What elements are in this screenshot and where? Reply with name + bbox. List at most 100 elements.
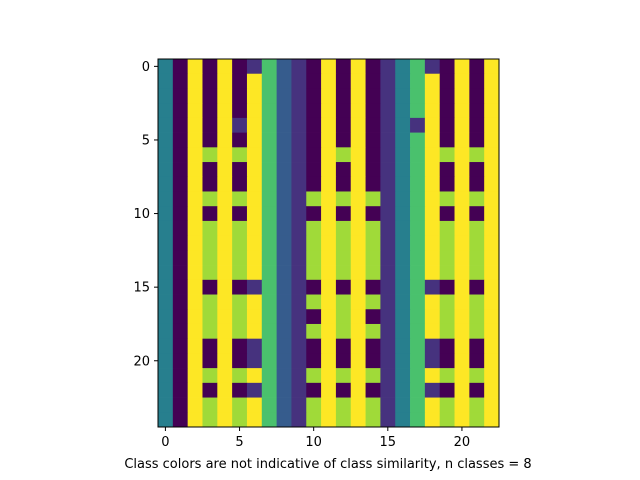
heatmap-cell: [217, 206, 233, 222]
heatmap-cell: [187, 132, 203, 148]
heatmap-cell: [424, 309, 441, 325]
heatmap-cell: [172, 59, 189, 75]
heatmap-cell: [217, 191, 233, 207]
heatmap-cell: [172, 206, 189, 222]
heatmap-cell: [261, 73, 277, 89]
heatmap-cell: [291, 162, 307, 178]
heatmap-cell: [291, 323, 307, 340]
heatmap-cell: [350, 338, 366, 354]
heatmap-cell: [395, 397, 411, 413]
heatmap-cell: [276, 294, 292, 310]
heatmap-cell: [365, 176, 381, 192]
heatmap-cell: [350, 382, 366, 398]
heatmap-cell: [439, 265, 455, 281]
heatmap-cell: [350, 265, 366, 281]
heatmap-cell: [158, 147, 174, 163]
heatmap-cell: [454, 73, 470, 89]
heatmap-cell: [469, 323, 485, 340]
heatmap-cell: [217, 220, 233, 236]
heatmap-cell: [424, 382, 441, 398]
heatmap-cell: [158, 294, 174, 310]
heatmap-cell: [424, 191, 441, 207]
heatmap-cell: [202, 353, 218, 369]
heatmap-cell: [232, 338, 248, 354]
heatmap-cell: [261, 279, 277, 295]
heatmap-cell: [291, 294, 307, 310]
heatmap-cell: [454, 147, 470, 163]
heatmap-cell: [395, 206, 411, 222]
heatmap-cell: [380, 59, 396, 75]
heatmap-cell: [187, 117, 203, 133]
heatmap-cell: [172, 103, 189, 119]
heatmap-cell: [469, 368, 485, 384]
heatmap-cell: [335, 397, 352, 413]
heatmap-cell: [246, 59, 263, 75]
heatmap-cell: [217, 235, 233, 251]
heatmap-cell: [202, 265, 218, 281]
heatmap-cell: [469, 397, 485, 413]
heatmap-cell: [469, 191, 485, 207]
heatmap-cell: [410, 162, 426, 178]
heatmap-cell: [321, 382, 337, 398]
heatmap-cell: [187, 59, 203, 75]
heatmap-cell: [291, 353, 307, 369]
heatmap-cell: [365, 73, 381, 89]
heatmap-cell: [484, 147, 500, 163]
heatmap-cell: [217, 176, 233, 192]
heatmap-cell: [158, 368, 174, 384]
heatmap-cell: [246, 250, 263, 266]
heatmap-cell: [232, 103, 248, 119]
heatmap-cell: [380, 132, 396, 148]
heatmap-cell: [187, 206, 203, 222]
heatmap-cell: [365, 235, 381, 251]
heatmap-cell: [395, 132, 411, 148]
heatmap-cell: [172, 191, 189, 207]
heatmap-cell: [202, 397, 218, 413]
heatmap-cell: [424, 397, 441, 413]
heatmap-cell: [380, 250, 396, 266]
heatmap-cell: [246, 397, 263, 413]
heatmap-cell: [291, 176, 307, 192]
heatmap-cell: [335, 59, 352, 75]
heatmap-cell: [232, 220, 248, 236]
heatmap-cell: [246, 323, 263, 340]
heatmap-cell: [335, 103, 352, 119]
heatmap-cell: [395, 265, 411, 281]
heatmap-cell: [232, 397, 248, 413]
heatmap-cell: [232, 368, 248, 384]
heatmap-cell: [246, 132, 263, 148]
heatmap-cell: [261, 176, 277, 192]
heatmap-cell: [232, 250, 248, 266]
heatmap-cell: [158, 353, 174, 369]
heatmap-cell: [469, 412, 485, 428]
heatmap-cell: [469, 309, 485, 325]
heatmap-cell: [202, 117, 218, 133]
heatmap-cell: [350, 73, 366, 89]
heatmap-cell: [335, 88, 352, 104]
heatmap-cell: [261, 235, 277, 251]
heatmap-cell: [454, 132, 470, 148]
heatmap-cell: [410, 294, 426, 310]
heatmap-cell: [410, 59, 426, 75]
heatmap-cell: [410, 88, 426, 104]
heatmap-cell: [424, 338, 441, 354]
heatmap-cell: [395, 220, 411, 236]
heatmap-cell: [202, 382, 218, 398]
heatmap-cell: [276, 103, 292, 119]
heatmap-cell: [291, 265, 307, 281]
heatmap-cell: [454, 117, 470, 133]
heatmap-cell: [439, 162, 455, 178]
heatmap-cell: [321, 162, 337, 178]
heatmap-cell: [187, 353, 203, 369]
heatmap-cell: [202, 294, 218, 310]
heatmap-cell: [380, 73, 396, 89]
heatmap-cell: [202, 132, 218, 148]
heatmap-cell: [410, 412, 426, 428]
heatmap-cell: [469, 220, 485, 236]
heatmap-cell: [187, 147, 203, 163]
heatmap-cell: [321, 250, 337, 266]
heatmap-cell: [454, 88, 470, 104]
heatmap-cell: [410, 176, 426, 192]
heatmap-cell: [306, 309, 322, 325]
heatmap-cell: [276, 132, 292, 148]
